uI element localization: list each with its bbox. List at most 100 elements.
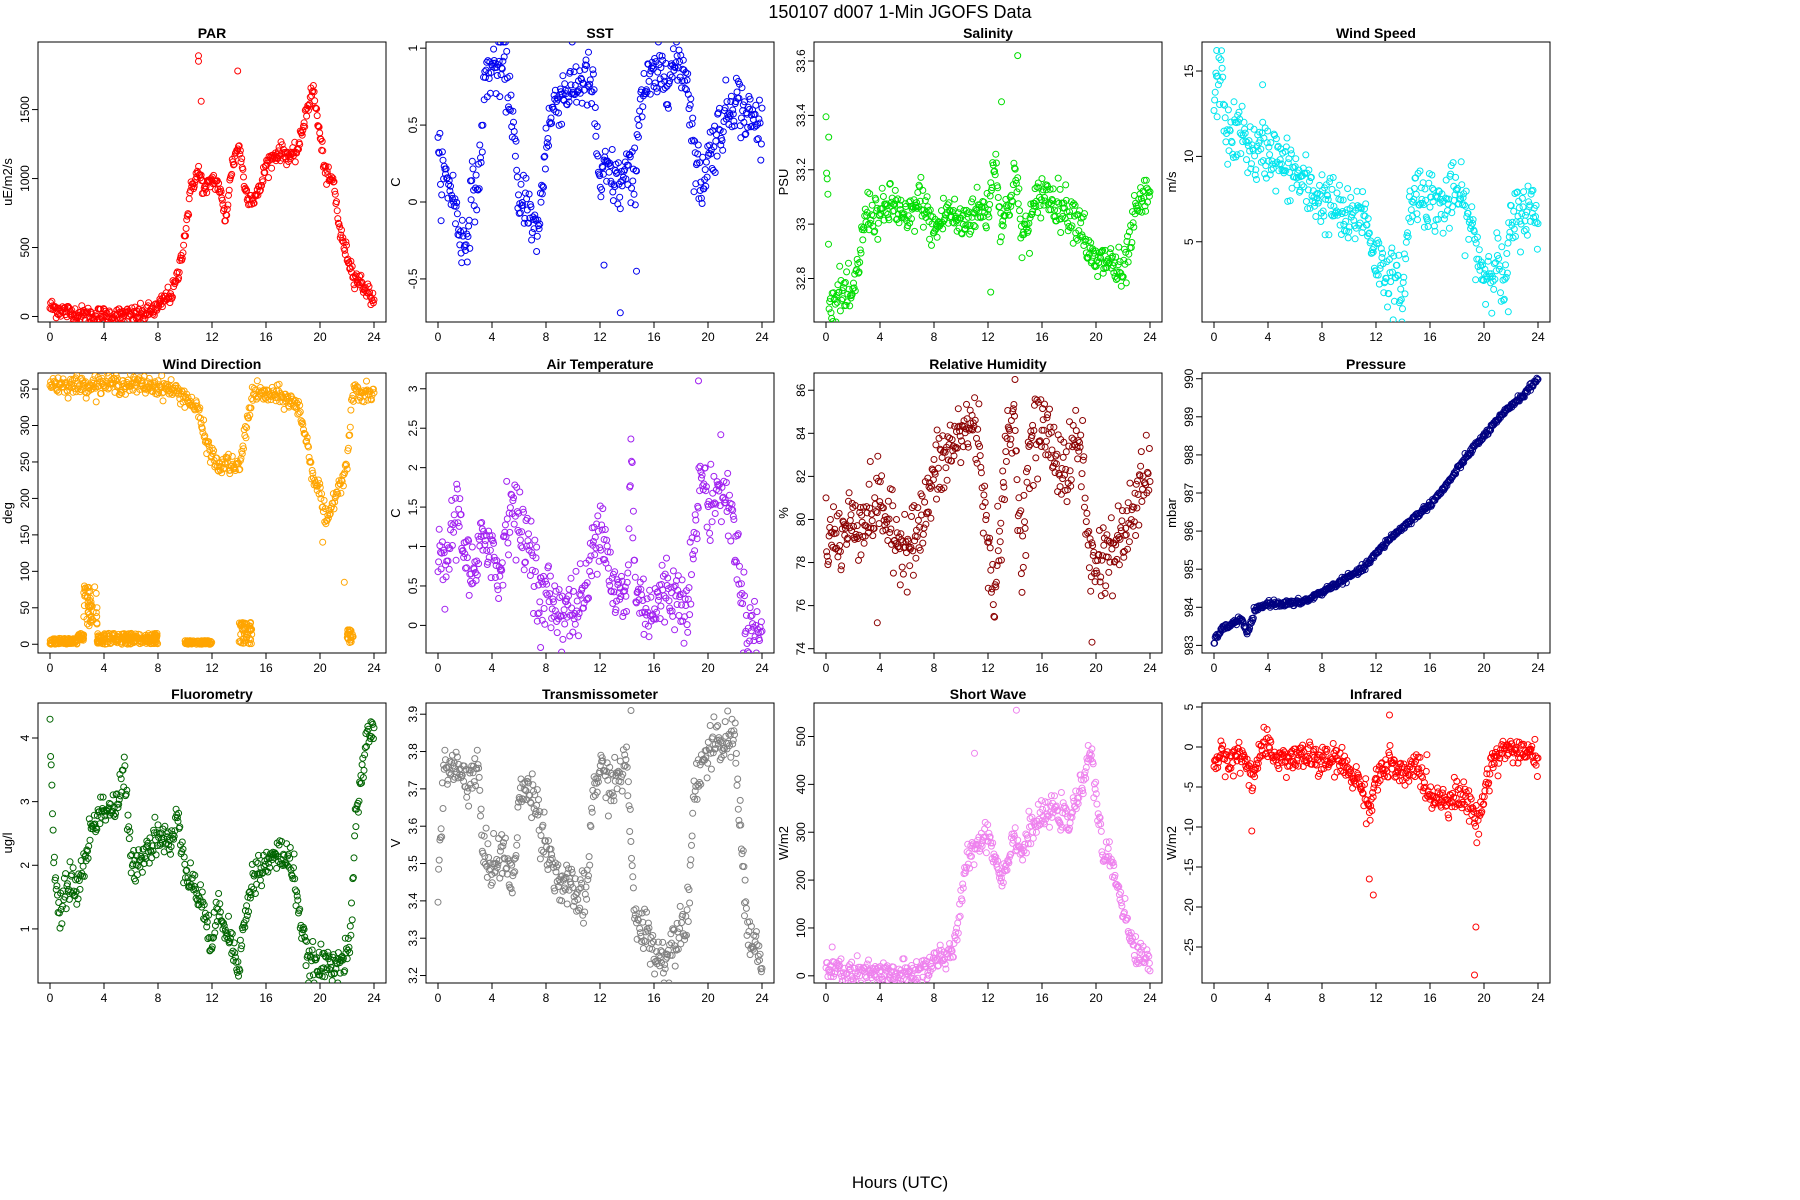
data-point: [82, 394, 90, 402]
data-point: [437, 217, 445, 225]
data-point: [1421, 185, 1429, 193]
x-tick-label: 12: [981, 661, 995, 675]
data-point: [892, 197, 900, 204]
data-point: [971, 416, 979, 424]
data-point: [299, 126, 307, 134]
data-point: [859, 533, 867, 541]
data-point: [1113, 268, 1121, 276]
data-point: [666, 71, 674, 79]
data-point: [444, 557, 452, 565]
data-point: [1012, 447, 1020, 455]
data-point: [1082, 518, 1090, 526]
data-point: [1030, 427, 1038, 434]
x-tick-label: 20: [313, 661, 327, 675]
data-point: [1086, 535, 1094, 543]
data-point: [1075, 447, 1083, 455]
data-point: [1062, 448, 1070, 456]
data-point: [334, 490, 342, 498]
data-point: [755, 115, 763, 123]
data-point: [144, 634, 152, 642]
data-point: [736, 562, 743, 570]
x-tick-label: 20: [701, 330, 715, 344]
data-point: [1321, 231, 1329, 239]
data-point: [675, 612, 683, 619]
data-point: [1293, 181, 1301, 189]
data-point: [522, 174, 530, 182]
data-point: [1438, 190, 1446, 198]
data-point: [305, 443, 312, 451]
data-point: [1063, 498, 1071, 506]
data-point: [1259, 81, 1267, 89]
data-point: [717, 431, 725, 439]
data-point: [710, 472, 718, 480]
data-point: [1250, 125, 1258, 133]
data-point: [1461, 252, 1469, 260]
data-point: [1224, 106, 1232, 114]
x-axis-label: Hours (UTC): [852, 1173, 948, 1192]
data-point: [1146, 478, 1154, 485]
data-point: [301, 123, 309, 131]
data-point: [1136, 472, 1144, 480]
data-point: [435, 525, 443, 533]
data-point: [548, 119, 556, 127]
data-point: [69, 318, 77, 322]
data-point: [653, 608, 660, 616]
data-point: [691, 137, 699, 145]
data-point: [954, 405, 962, 413]
data-point: [210, 447, 218, 455]
data-point: [857, 551, 865, 559]
data-point: [969, 426, 977, 434]
data-point: [453, 480, 461, 488]
data-point: [541, 620, 549, 628]
data-point: [922, 520, 930, 528]
data-point: [296, 408, 304, 416]
data-point: [175, 268, 183, 276]
data-point: [558, 120, 566, 128]
data-points: [434, 42, 766, 317]
data-point: [223, 458, 231, 466]
data-point: [604, 564, 612, 572]
data-point: [218, 196, 226, 204]
data-point: [57, 639, 65, 647]
data-point: [1522, 226, 1530, 233]
data-point: [671, 64, 679, 72]
data-point: [669, 45, 677, 53]
data-point: [1034, 209, 1042, 216]
data-point: [1468, 203, 1476, 211]
data-point: [639, 597, 647, 604]
data-point: [709, 166, 717, 174]
data-point: [1124, 258, 1132, 266]
data-point: [559, 72, 567, 80]
data-point: [317, 135, 325, 143]
data-point: [1249, 614, 1257, 622]
data-point: [1353, 187, 1361, 195]
data-point: [1007, 435, 1015, 443]
data-point: [747, 627, 755, 635]
data-point: [854, 260, 862, 268]
data-point: [293, 149, 301, 157]
data-point: [680, 639, 688, 647]
data-point: [318, 137, 326, 145]
data-point: [532, 554, 540, 562]
data-point: [220, 205, 228, 213]
data-point: [240, 630, 248, 638]
data-point: [634, 133, 642, 141]
data-point: [1428, 171, 1436, 179]
data-point: [571, 620, 579, 628]
data-point: [1334, 211, 1342, 219]
data-point: [1431, 227, 1439, 235]
data-point: [472, 171, 480, 179]
data-point: [624, 161, 632, 169]
data-point: [533, 617, 541, 625]
data-point: [987, 179, 995, 187]
data-point: [1503, 269, 1511, 277]
data-point: [188, 393, 196, 401]
data-point: [1062, 196, 1070, 204]
data-point: [442, 170, 449, 178]
data-point: [656, 615, 664, 623]
data-point: [565, 585, 573, 593]
data-point: [833, 298, 841, 306]
data-point: [1032, 202, 1040, 210]
data-point: [607, 587, 615, 595]
data-point: [823, 169, 831, 177]
